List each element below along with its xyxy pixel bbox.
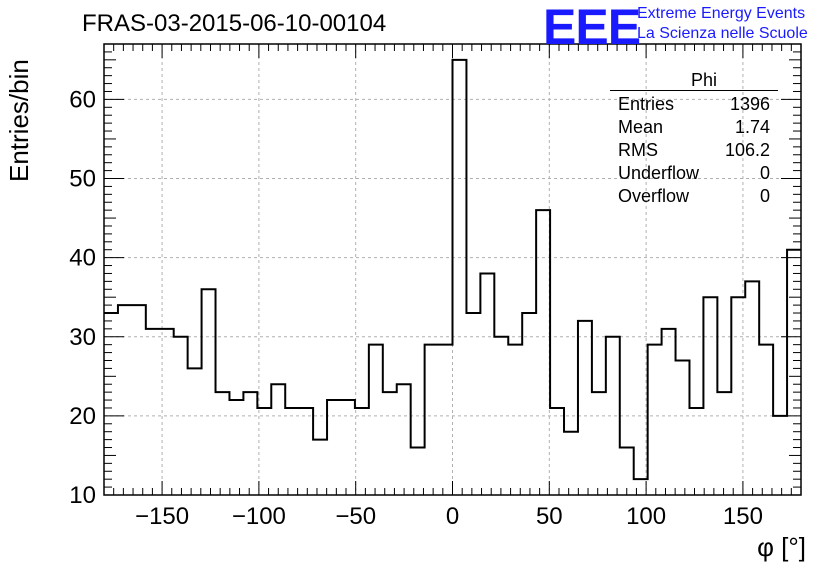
y-axis-label: Entries/bin: [4, 59, 34, 182]
stats-value: 106.2: [724, 140, 770, 160]
y-tick-label: 20: [69, 403, 96, 430]
logo-subtitle-line2: La Scienza nelle Scuole: [637, 25, 808, 42]
x-tick-label: −50: [335, 503, 376, 530]
logo-subtitle-line1: Extreme Energy Events: [637, 5, 806, 22]
x-tick-label: −100: [232, 503, 286, 530]
stats-row-rms: RMS 106.2: [610, 139, 778, 162]
y-tick-label: 60: [69, 86, 96, 113]
x-tick-label: 50: [536, 503, 563, 530]
stats-value: 0: [759, 163, 770, 183]
x-tick-labels: −150 −100 −50 0 50 100 150: [135, 503, 763, 530]
y-tick-label: 10: [69, 482, 96, 509]
x-axis-label: φ [°]: [757, 532, 806, 562]
eee-logo: EEE: [543, 0, 641, 55]
stats-row-overflow: Overflow 0: [610, 185, 778, 208]
stats-label: Mean: [618, 117, 664, 137]
stats-value: 1396: [729, 94, 770, 114]
stats-value: 1.74: [734, 117, 770, 137]
stats-label: Entries: [618, 94, 675, 114]
logo-subtitle: Extreme Energy Events La Scienza nelle S…: [637, 4, 808, 44]
x-tick-label: 100: [626, 503, 666, 530]
stats-label: Underflow: [618, 163, 700, 183]
stats-row-entries: Entries 1396: [610, 93, 778, 116]
stats-row-underflow: Underflow 0: [610, 162, 778, 185]
plot-frame: [103, 43, 802, 496]
chart-title: FRAS-03-2015-06-10-00104: [82, 10, 387, 37]
x-tick-label: 150: [723, 503, 763, 530]
y-tick-label: 40: [69, 245, 96, 272]
stats-box: Phi Entries 1396 Mean 1.74 RMS 106.2 Und…: [610, 70, 778, 208]
y-tick-label: 50: [69, 166, 96, 193]
x-tick-label: 0: [446, 503, 459, 530]
x-tick-label: −150: [135, 503, 189, 530]
y-tick-labels: 10 20 30 40 50 60: [69, 86, 96, 509]
stats-row-mean: Mean 1.74: [610, 116, 778, 139]
y-tick-label: 30: [69, 324, 96, 351]
stats-label: RMS: [618, 140, 658, 160]
stats-title: Phi: [610, 70, 778, 91]
histogram-step-line: [104, 58, 801, 481]
stats-value: 0: [759, 186, 770, 206]
stats-label: Overflow: [618, 186, 690, 206]
